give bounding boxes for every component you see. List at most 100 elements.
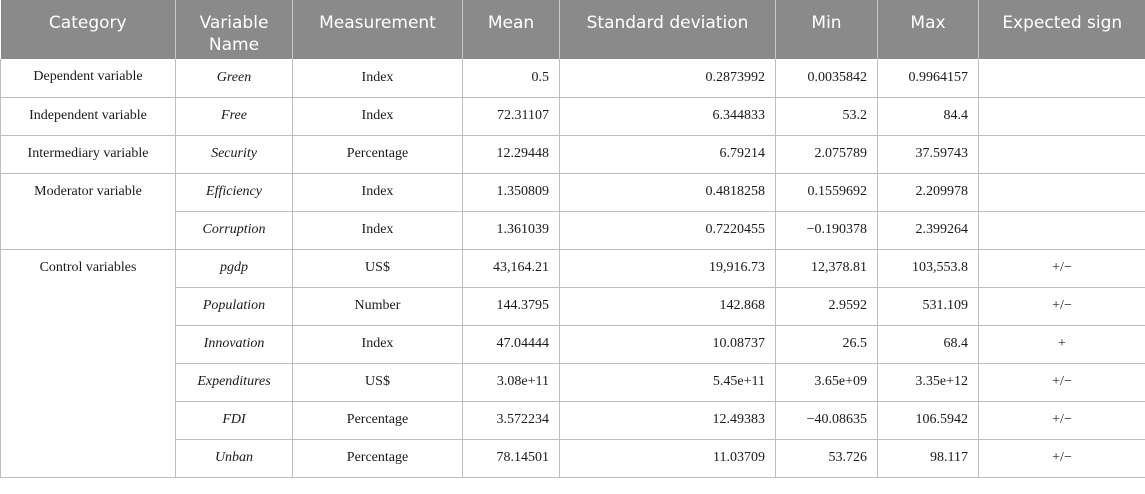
- variable-name-cell: Security: [175, 134, 293, 174]
- min-cell: −40.08635: [775, 400, 878, 440]
- variable-name-cell: pgdp: [175, 248, 293, 288]
- max-cell: 2.209978: [877, 172, 979, 212]
- expected-sign-cell: +/−: [978, 438, 1145, 478]
- variable-name-cell: Unban: [175, 438, 293, 478]
- table-row: Control variables pgdp US$ 43,164.21 19,…: [0, 248, 1145, 478]
- category-cell: Intermediary variable: [0, 134, 176, 174]
- min-cell: 2.9592: [775, 286, 878, 326]
- header-category: Category: [0, 0, 176, 59]
- expected-sign-cell: [978, 172, 1145, 212]
- std-cell: 0.4818258: [559, 172, 776, 212]
- measurement-cell: Percentage: [292, 438, 463, 478]
- category-cell: Control variables: [0, 248, 176, 478]
- table-row: Corruption Index 1.361039 0.7220455 −0.1…: [1, 210, 1145, 250]
- min-cell: 53.726: [775, 438, 878, 478]
- category-cell: Moderator variable: [0, 172, 176, 250]
- table-row: Independent variable Free Index 72.31107…: [0, 96, 1145, 136]
- mean-cell: 43,164.21: [462, 248, 560, 288]
- mean-cell: 1.361039: [462, 210, 560, 250]
- mean-cell: 3.572234: [462, 400, 560, 440]
- measurement-cell: Number: [292, 286, 463, 326]
- measurement-cell: Percentage: [292, 400, 463, 440]
- min-cell: 26.5: [775, 324, 878, 364]
- min-cell: 3.65e+09: [775, 362, 878, 402]
- header-variable-name: Variable Name: [175, 0, 293, 59]
- header-max: Max: [877, 0, 979, 59]
- table-row: Population Number 144.3795 142.868 2.959…: [1, 286, 1145, 326]
- std-cell: 11.03709: [559, 438, 776, 478]
- measurement-cell: US$: [292, 362, 463, 402]
- max-cell: 2.399264: [877, 210, 979, 250]
- mean-cell: 72.31107: [462, 96, 560, 136]
- expected-sign-cell: [978, 210, 1145, 250]
- header-measurement: Measurement: [292, 0, 463, 59]
- min-cell: 53.2: [775, 96, 878, 136]
- min-cell: −0.190378: [775, 210, 878, 250]
- max-cell: 98.117: [877, 438, 979, 478]
- variable-name-cell: Expenditures: [175, 362, 293, 402]
- header-standard-deviation: Standard deviation: [559, 0, 776, 59]
- max-cell: 68.4: [877, 324, 979, 364]
- std-cell: 5.45e+11: [559, 362, 776, 402]
- max-cell: 0.9964157: [877, 59, 979, 98]
- min-cell: 12,378.81: [775, 248, 878, 288]
- table-row: Moderator variable Efficiency Index 1.35…: [0, 172, 1145, 250]
- max-cell: 3.35e+12: [877, 362, 979, 402]
- variable-name-cell: Efficiency: [175, 172, 293, 212]
- std-cell: 0.7220455: [559, 210, 776, 250]
- category-cell: Dependent variable: [0, 59, 176, 98]
- variable-name-cell: FDI: [175, 400, 293, 440]
- std-cell: 12.49383: [559, 400, 776, 440]
- min-cell: 2.075789: [775, 134, 878, 174]
- variable-name-cell: Innovation: [175, 324, 293, 364]
- expected-sign-cell: +/−: [978, 362, 1145, 402]
- expected-sign-cell: +/−: [978, 286, 1145, 326]
- expected-sign-cell: +/−: [978, 248, 1145, 288]
- measurement-cell: Index: [292, 172, 463, 212]
- measurement-cell: Index: [292, 210, 463, 250]
- header-row: Category Variable Name Measurement Mean …: [0, 0, 1145, 59]
- expected-sign-cell: [978, 134, 1145, 174]
- category-cell: Independent variable: [0, 96, 176, 136]
- variable-name-cell: Population: [175, 286, 293, 326]
- std-cell: 6.79214: [559, 134, 776, 174]
- max-cell: 37.59743: [877, 134, 979, 174]
- mean-cell: 12.29448: [462, 134, 560, 174]
- measurement-cell: Index: [292, 324, 463, 364]
- min-cell: 0.0035842: [775, 59, 878, 98]
- variable-name-cell: Green: [175, 59, 293, 98]
- measurement-cell: Percentage: [292, 134, 463, 174]
- measurement-cell: Index: [292, 59, 463, 98]
- measurement-cell: Index: [292, 96, 463, 136]
- mean-cell: 0.5: [462, 59, 560, 98]
- measurement-cell: US$: [292, 248, 463, 288]
- variable-name-cell: Free: [175, 96, 293, 136]
- variable-name-cell: Corruption: [175, 210, 293, 250]
- header-mean: Mean: [462, 0, 560, 59]
- max-cell: 531.109: [877, 286, 979, 326]
- table-row: Dependent variable Green Index 0.5 0.287…: [0, 59, 1145, 98]
- max-cell: 106.5942: [877, 400, 979, 440]
- table-row: Intermediary variable Security Percentag…: [0, 134, 1145, 174]
- mean-cell: 1.350809: [462, 172, 560, 212]
- descriptive-statistics-table: Category Variable Name Measurement Mean …: [0, 0, 1145, 478]
- mean-cell: 47.04444: [462, 324, 560, 364]
- max-cell: 103,553.8: [877, 248, 979, 288]
- std-cell: 10.08737: [559, 324, 776, 364]
- expected-sign-cell: [978, 59, 1145, 98]
- mean-cell: 3.08e+11: [462, 362, 560, 402]
- std-cell: 19,916.73: [559, 248, 776, 288]
- expected-sign-cell: +: [978, 324, 1145, 364]
- expected-sign-cell: [978, 96, 1145, 136]
- header-min: Min: [775, 0, 878, 59]
- mean-cell: 144.3795: [462, 286, 560, 326]
- table-row: Unban Percentage 78.14501 11.03709 53.72…: [1, 438, 1145, 478]
- mean-cell: 78.14501: [462, 438, 560, 478]
- table-row: Expenditures US$ 3.08e+11 5.45e+11 3.65e…: [1, 362, 1145, 402]
- min-cell: 0.1559692: [775, 172, 878, 212]
- std-cell: 0.2873992: [559, 59, 776, 98]
- expected-sign-cell: +/−: [978, 400, 1145, 440]
- std-cell: 142.868: [559, 286, 776, 326]
- std-cell: 6.344833: [559, 96, 776, 136]
- header-expected-sign: Expected sign: [978, 0, 1145, 59]
